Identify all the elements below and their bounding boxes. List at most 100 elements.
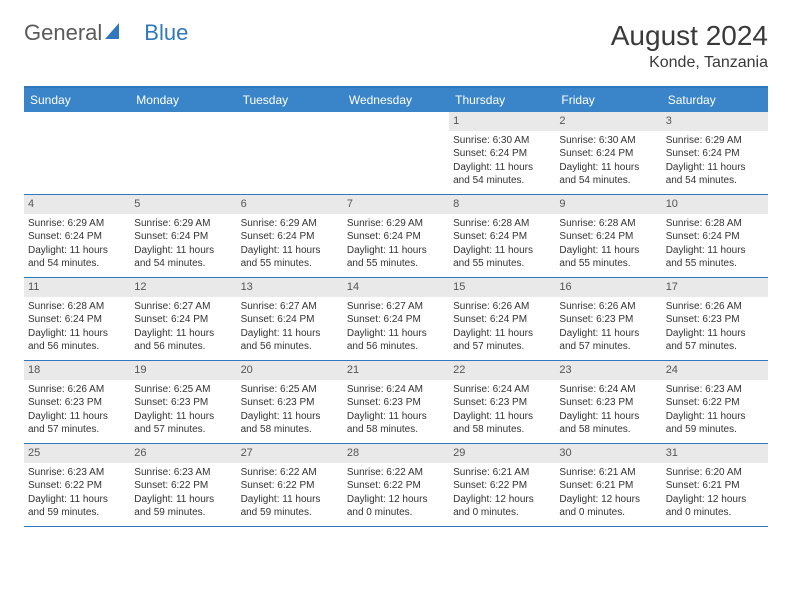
sunset-line: Sunset: 6:24 PM [239, 230, 341, 244]
day-number: 20 [237, 361, 343, 380]
day-number: 29 [449, 444, 555, 463]
day-of-week-header: Sunday Monday Tuesday Wednesday Thursday… [24, 88, 768, 112]
day-cell: 4Sunrise: 6:29 AMSunset: 6:24 PMDaylight… [24, 195, 130, 277]
daylight-line: Daylight: 11 hours and 57 minutes. [451, 327, 553, 354]
sunrise-line: Sunrise: 6:28 AM [451, 217, 553, 231]
day-cell: 8Sunrise: 6:28 AMSunset: 6:24 PMDaylight… [449, 195, 555, 277]
sunset-line: Sunset: 6:21 PM [664, 479, 766, 493]
week-row: 25Sunrise: 6:23 AMSunset: 6:22 PMDayligh… [24, 444, 768, 527]
day-cell: 16Sunrise: 6:26 AMSunset: 6:23 PMDayligh… [555, 278, 661, 360]
day-number: 1 [449, 112, 555, 131]
day-number: 25 [24, 444, 130, 463]
header: General Blue August 2024 Konde, Tanzania [24, 20, 768, 72]
sunset-line: Sunset: 6:24 PM [132, 313, 234, 327]
day-cell: 7Sunrise: 6:29 AMSunset: 6:24 PMDaylight… [343, 195, 449, 277]
sunset-line: Sunset: 6:22 PM [345, 479, 447, 493]
day-number: 15 [449, 278, 555, 297]
day-number: 10 [662, 195, 768, 214]
day-cell: 26Sunrise: 6:23 AMSunset: 6:22 PMDayligh… [130, 444, 236, 526]
sunrise-line: Sunrise: 6:28 AM [26, 300, 128, 314]
day-cell: 17 Sunrise: 6:26 AMSunset: 6:23 PMDayligh… [662, 278, 768, 360]
daylight-line: Daylight: 11 hours and 59 minutes. [26, 493, 128, 520]
daylight-line: Daylight: 11 hours and 58 minutes. [451, 410, 553, 437]
daylight-line: Daylight: 12 hours and 0 minutes. [345, 493, 447, 520]
title-block: August 2024 Konde, Tanzania [611, 20, 768, 72]
day-number: 13 [237, 278, 343, 297]
day-number: 9 [555, 195, 661, 214]
day-number: 5 [130, 195, 236, 214]
day-cell: . [24, 112, 130, 194]
daylight-line: Daylight: 11 hours and 57 minutes. [132, 410, 234, 437]
sunset-line: Sunset: 6:24 PM [557, 230, 659, 244]
sunset-line: Sunset: 6:24 PM [132, 230, 234, 244]
day-cell: 3Sunrise: 6:29 AMSunset: 6:24 PMDaylight… [662, 112, 768, 194]
sunset-line: Sunset: 6:22 PM [132, 479, 234, 493]
sunrise-line: Sunrise: 6:26 AM [664, 300, 766, 314]
sunrise-line: Sunrise: 6:29 AM [345, 217, 447, 231]
day-cell: 25Sunrise: 6:23 AMSunset: 6:22 PMDayligh… [24, 444, 130, 526]
day-cell: 13Sunrise: 6:27 AMSunset: 6:24 PMDayligh… [237, 278, 343, 360]
day-cell: . [343, 112, 449, 194]
daylight-line: Daylight: 12 hours and 0 minutes. [451, 493, 553, 520]
sunset-line: Sunset: 6:24 PM [451, 230, 553, 244]
dow-saturday: Saturday [662, 88, 768, 112]
sunrise-line: Sunrise: 6:25 AM [132, 383, 234, 397]
day-number: 24 [662, 361, 768, 380]
day-number: 6 [237, 195, 343, 214]
sunset-line: Sunset: 6:23 PM [132, 396, 234, 410]
dow-friday: Friday [555, 88, 661, 112]
day-cell: 21Sunrise: 6:24 AMSunset: 6:23 PMDayligh… [343, 361, 449, 443]
day-number: 21 [343, 361, 449, 380]
sunset-line: Sunset: 6:24 PM [557, 147, 659, 161]
sunrise-line: Sunrise: 6:29 AM [26, 217, 128, 231]
sunrise-line: Sunrise: 6:23 AM [132, 466, 234, 480]
day-number: 22 [449, 361, 555, 380]
sunrise-line: Sunrise: 6:24 AM [451, 383, 553, 397]
daylight-line: Daylight: 11 hours and 57 minutes. [664, 327, 766, 354]
week-row: 18Sunrise: 6:26 AMSunset: 6:23 PMDayligh… [24, 361, 768, 444]
week-row: 4Sunrise: 6:29 AMSunset: 6:24 PMDaylight… [24, 195, 768, 278]
day-cell: 1Sunrise: 6:30 AMSunset: 6:24 PMDaylight… [449, 112, 555, 194]
daylight-line: Daylight: 11 hours and 54 minutes. [557, 161, 659, 188]
logo: General Blue [24, 20, 188, 46]
daylight-line: Daylight: 11 hours and 56 minutes. [26, 327, 128, 354]
sunrise-line: Sunrise: 6:28 AM [557, 217, 659, 231]
sunrise-line: Sunrise: 6:28 AM [664, 217, 766, 231]
sunset-line: Sunset: 6:21 PM [557, 479, 659, 493]
sunrise-line: Sunrise: 6:26 AM [557, 300, 659, 314]
logo-text-part2: Blue [144, 20, 188, 46]
sunrise-line: Sunrise: 6:30 AM [451, 134, 553, 148]
week-row: ....1Sunrise: 6:30 AMSunset: 6:24 PMDayl… [24, 112, 768, 195]
day-number: 28 [343, 444, 449, 463]
day-number: 17 [662, 278, 768, 297]
daylight-line: Daylight: 11 hours and 59 minutes. [132, 493, 234, 520]
dow-thursday: Thursday [449, 88, 555, 112]
sunrise-line: Sunrise: 6:20 AM [664, 466, 766, 480]
sunset-line: Sunset: 6:24 PM [239, 313, 341, 327]
day-cell: 23Sunrise: 6:24 AMSunset: 6:23 PMDayligh… [555, 361, 661, 443]
sunrise-line: Sunrise: 6:27 AM [239, 300, 341, 314]
sunset-line: Sunset: 6:23 PM [664, 313, 766, 327]
weeks-container: ....1Sunrise: 6:30 AMSunset: 6:24 PMDayl… [24, 112, 768, 527]
day-number: 3 [662, 112, 768, 131]
day-cell: 9Sunrise: 6:28 AMSunset: 6:24 PMDaylight… [555, 195, 661, 277]
daylight-line: Daylight: 11 hours and 54 minutes. [451, 161, 553, 188]
day-number: 16 [555, 278, 661, 297]
sunset-line: Sunset: 6:24 PM [664, 147, 766, 161]
day-cell: 30Sunrise: 6:21 AMSunset: 6:21 PMDayligh… [555, 444, 661, 526]
sunrise-line: Sunrise: 6:30 AM [557, 134, 659, 148]
daylight-line: Daylight: 12 hours and 0 minutes. [664, 493, 766, 520]
day-cell: 19Sunrise: 6:25 AMSunset: 6:23 PMDayligh… [130, 361, 236, 443]
day-number: 4 [24, 195, 130, 214]
sunset-line: Sunset: 6:24 PM [345, 313, 447, 327]
sunrise-line: Sunrise: 6:26 AM [451, 300, 553, 314]
day-number: 31 [662, 444, 768, 463]
sunrise-line: Sunrise: 6:29 AM [239, 217, 341, 231]
sunrise-line: Sunrise: 6:24 AM [345, 383, 447, 397]
daylight-line: Daylight: 12 hours and 0 minutes. [557, 493, 659, 520]
day-cell: 18Sunrise: 6:26 AMSunset: 6:23 PMDayligh… [24, 361, 130, 443]
dow-monday: Monday [130, 88, 236, 112]
day-cell: 14Sunrise: 6:27 AMSunset: 6:24 PMDayligh… [343, 278, 449, 360]
sunrise-line: Sunrise: 6:27 AM [345, 300, 447, 314]
location: Konde, Tanzania [611, 54, 768, 72]
